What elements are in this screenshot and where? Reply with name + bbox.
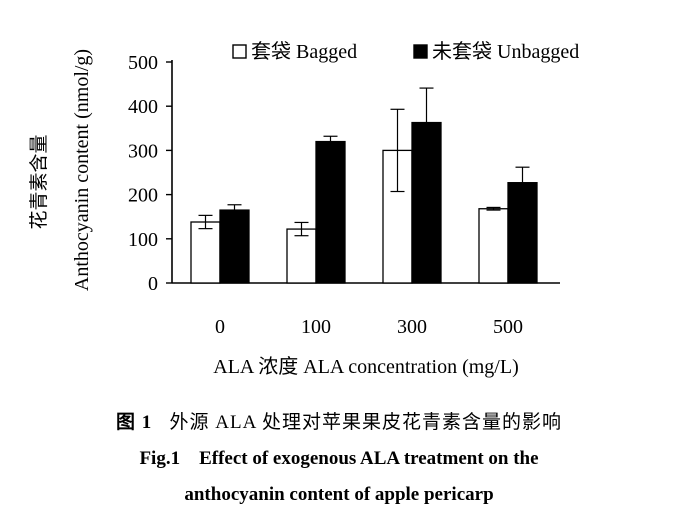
x-tick-label: 100 xyxy=(301,316,331,338)
y-tick-label: 500 xyxy=(128,52,158,74)
bar xyxy=(286,228,317,284)
y-tick-label: 200 xyxy=(128,185,158,207)
x-tick-label: 500 xyxy=(493,316,523,338)
caption-chinese: 图 1 外源 ALA 处理对苹果果皮花青素含量的影响 xyxy=(0,407,678,434)
bar xyxy=(219,209,250,284)
caption-figure-number: 图 1 xyxy=(115,412,153,433)
y-axis-label-chinese: 花青素含量 xyxy=(28,134,50,229)
y-tick-label: 0 xyxy=(148,273,158,295)
legend-swatch xyxy=(232,44,247,59)
y-axis-label-english: Anthocyanin content (nmol/g) xyxy=(71,49,93,291)
bar xyxy=(478,208,509,284)
bar xyxy=(507,182,538,284)
x-axis-label: ALA 浓度 ALA concentration (mg/L) xyxy=(213,355,519,378)
legend-swatch xyxy=(413,44,428,59)
y-tick-label: 100 xyxy=(128,229,158,251)
legend-label: 未套袋 Unbagged xyxy=(432,40,579,63)
bar-chart: 花青素含量 Anthocyanin content (nmol/g) 0 100 20… xyxy=(28,40,579,378)
bar xyxy=(315,140,346,284)
caption-chinese-text: 外源 ALA 处理对苹果果皮花青素含量的影响 xyxy=(169,412,563,433)
caption-english-line-2: anthocyanin content of apple pericarp xyxy=(184,484,494,505)
caption-english-line-1: Fig.1 Effect of exogenous ALA treatment … xyxy=(139,448,539,469)
x-tick-label: 300 xyxy=(397,316,427,338)
legend-label: 套袋 Bagged xyxy=(251,40,357,63)
y-tick-label: 300 xyxy=(128,140,158,162)
x-tick-label: 0 xyxy=(215,316,225,338)
bar xyxy=(190,221,221,284)
y-tick-label: 400 xyxy=(128,96,158,118)
